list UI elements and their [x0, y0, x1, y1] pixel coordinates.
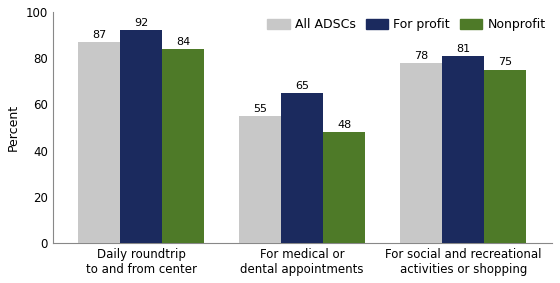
Text: 48: 48	[337, 120, 351, 130]
Bar	[323, 132, 365, 243]
Text: 78: 78	[414, 50, 428, 61]
Text: 81: 81	[456, 44, 470, 53]
Bar	[162, 49, 204, 243]
Bar	[400, 63, 442, 243]
Bar	[442, 56, 484, 243]
Text: 84: 84	[176, 37, 190, 47]
Bar	[120, 31, 162, 243]
Bar	[240, 116, 281, 243]
Bar	[281, 93, 323, 243]
Text: 87: 87	[92, 30, 106, 40]
Text: 92: 92	[134, 18, 148, 28]
Bar	[484, 70, 526, 243]
Legend: All ADSCs, For profit, Nonprofit: All ADSCs, For profit, Nonprofit	[268, 18, 545, 31]
Text: 65: 65	[295, 81, 309, 91]
Text: 75: 75	[498, 57, 512, 67]
Bar	[78, 42, 120, 243]
Text: 55: 55	[253, 104, 267, 114]
Y-axis label: Percent: Percent	[7, 104, 20, 151]
